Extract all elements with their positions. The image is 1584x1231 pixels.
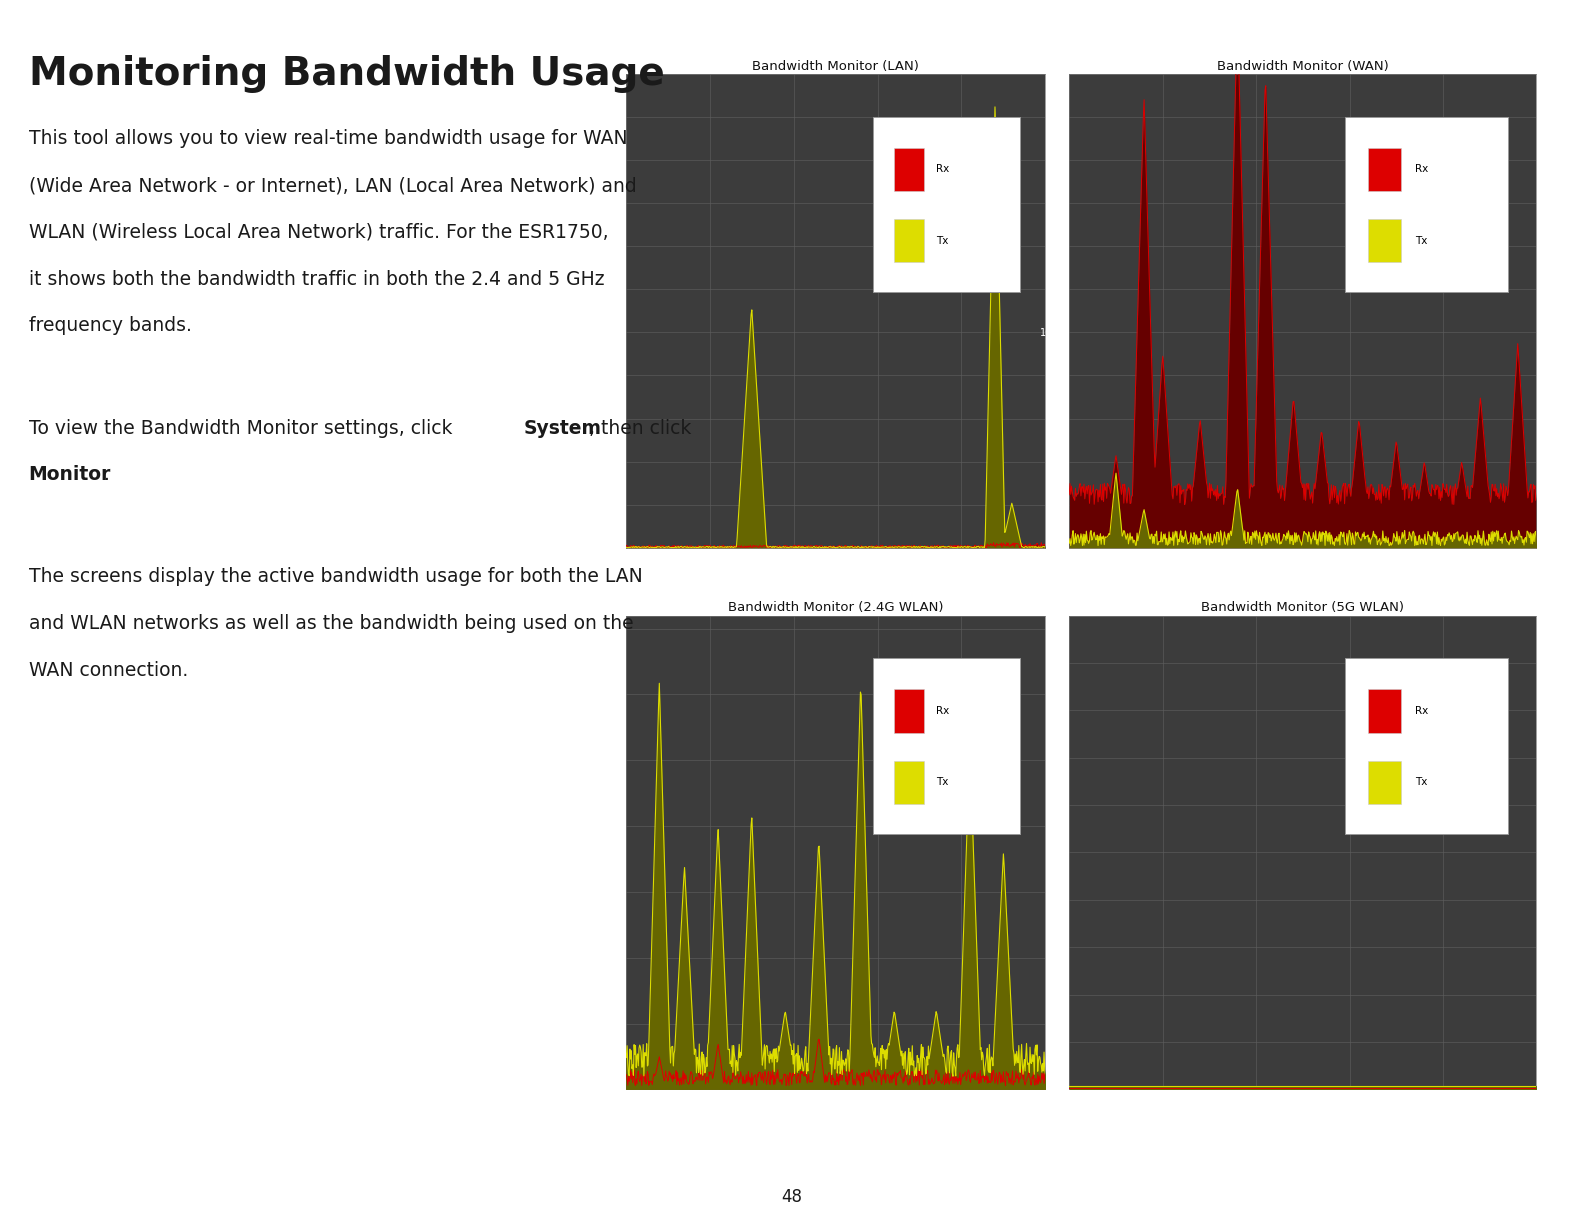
FancyBboxPatch shape (895, 761, 923, 804)
Title: Bandwidth Monitor (WAN): Bandwidth Monitor (WAN) (1217, 59, 1389, 73)
Title: Bandwidth Monitor (5G WLAN): Bandwidth Monitor (5G WLAN) (1201, 601, 1405, 614)
X-axis label: Seconds: Seconds (811, 1107, 860, 1120)
FancyBboxPatch shape (873, 117, 1020, 292)
Text: Rx: Rx (936, 707, 949, 716)
FancyBboxPatch shape (873, 659, 1020, 833)
Text: Rx: Rx (1415, 165, 1429, 175)
Text: This tool allows you to view real-time bandwidth usage for WAN: This tool allows you to view real-time b… (29, 129, 627, 148)
Text: WAN connection.: WAN connection. (29, 661, 188, 680)
Text: Rx: Rx (1415, 707, 1429, 716)
FancyBboxPatch shape (895, 689, 923, 732)
Text: System: System (524, 419, 602, 437)
X-axis label: Seconds: Seconds (811, 565, 860, 579)
FancyBboxPatch shape (1345, 117, 1508, 292)
Text: (Wide Area Network - or Internet), LAN (Local Area Network) and: (Wide Area Network - or Internet), LAN (… (29, 176, 637, 194)
Text: , then click: , then click (589, 419, 691, 437)
X-axis label: Seconds: Seconds (1278, 1107, 1327, 1120)
Text: Tx: Tx (936, 777, 949, 788)
Text: WLAN (Wireless Local Area Network) traffic. For the ESR1750,: WLAN (Wireless Local Area Network) traff… (29, 223, 608, 241)
Text: and WLAN networks as well as the bandwidth being used on the: and WLAN networks as well as the bandwid… (29, 614, 634, 633)
Text: The screens display the active bandwidth usage for both the LAN: The screens display the active bandwidth… (29, 567, 642, 586)
Text: To view the Bandwidth Monitor settings, click: To view the Bandwidth Monitor settings, … (29, 419, 458, 437)
FancyBboxPatch shape (895, 219, 923, 262)
Text: Monitoring Bandwidth Usage: Monitoring Bandwidth Usage (29, 55, 664, 94)
FancyBboxPatch shape (895, 148, 923, 191)
X-axis label: Seconds: Seconds (1278, 565, 1327, 579)
Text: .: . (105, 465, 109, 484)
Text: Tx: Tx (1415, 777, 1427, 788)
FancyBboxPatch shape (1369, 689, 1400, 732)
FancyBboxPatch shape (1369, 219, 1400, 262)
Title: Bandwidth Monitor (LAN): Bandwidth Monitor (LAN) (752, 59, 919, 73)
Text: Rx: Rx (936, 165, 949, 175)
FancyBboxPatch shape (1369, 761, 1400, 804)
FancyBboxPatch shape (1345, 659, 1508, 833)
Text: 48: 48 (781, 1188, 803, 1205)
FancyBboxPatch shape (1369, 148, 1400, 191)
Text: Tx: Tx (1415, 235, 1427, 246)
Title: Bandwidth Monitor (2.4G WLAN): Bandwidth Monitor (2.4G WLAN) (727, 601, 944, 614)
Text: frequency bands.: frequency bands. (29, 316, 192, 335)
Text: Tx: Tx (936, 235, 949, 246)
Text: it shows both the bandwidth traffic in both the 2.4 and 5 GHz: it shows both the bandwidth traffic in b… (29, 270, 604, 288)
Text: Monitor: Monitor (29, 465, 111, 484)
